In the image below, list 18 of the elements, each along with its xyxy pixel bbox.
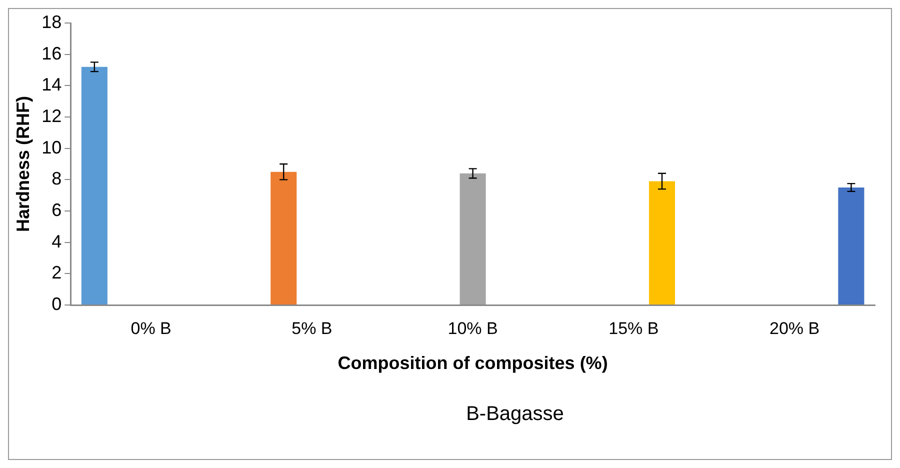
y-tick-label: 0 (52, 294, 62, 314)
y-tick-label: 8 (52, 168, 62, 189)
x-tick-label: 5% B (292, 318, 332, 338)
text: B-Bagasse (465, 403, 565, 426)
x-tick-label: 0% B (130, 318, 172, 338)
y-tick-label: 14 (42, 74, 62, 95)
y-tick-label: 4 (52, 231, 62, 252)
y-tick-label: 16 (42, 43, 62, 64)
y-tick-label: 18 (42, 12, 62, 32)
x-tick-label: 20% B (770, 318, 820, 338)
y-axis-title: Hardness (RHF) (12, 96, 33, 232)
y-tick-label: 10 (42, 137, 62, 158)
y-tick-label: 2 (52, 262, 62, 283)
x-axis-title: Composition of composites (%) (338, 353, 608, 374)
x-tick-label: 10% B (448, 318, 498, 338)
x-tick-label: 15% B (608, 318, 659, 338)
y-tick-label: 6 (52, 200, 62, 220)
y-tick-label: 12 (42, 106, 62, 126)
